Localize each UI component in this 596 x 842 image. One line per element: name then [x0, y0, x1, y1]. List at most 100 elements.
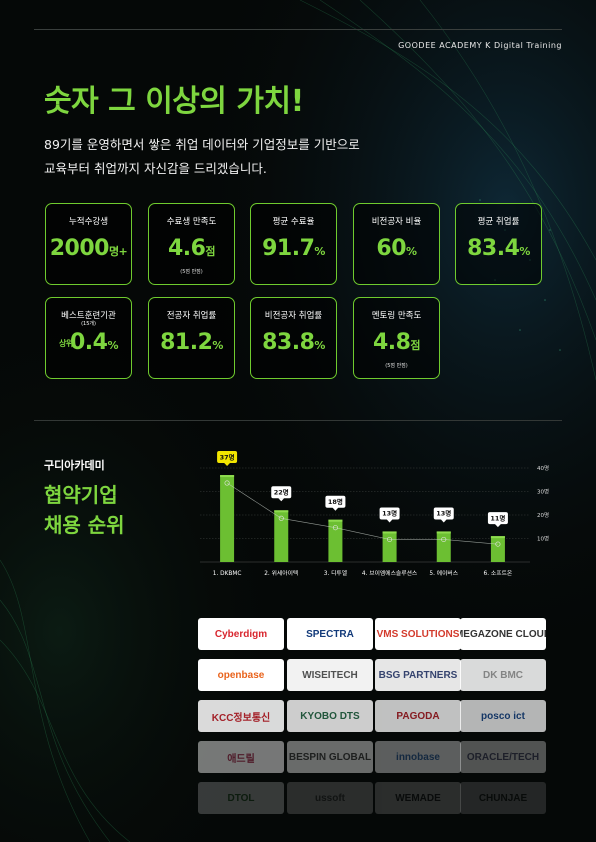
trend-point: [441, 536, 447, 542]
value-badge: [379, 507, 400, 520]
trend-point: [332, 525, 338, 531]
stat-value: 81.2%: [160, 330, 223, 355]
partner-logo: BSG PARTNERS: [375, 659, 461, 691]
value-badge: [271, 486, 292, 499]
stat-label: 평균 수료율: [272, 217, 315, 227]
section-title-line: 협약기업: [44, 483, 118, 507]
stat-value: 91.7%: [262, 236, 325, 261]
value-badge-pointer: [440, 519, 447, 523]
stat-value: 2000명+: [49, 236, 128, 261]
stat-label: 베스트훈련기관: [61, 311, 116, 321]
stat-label: 누적수강생: [68, 217, 109, 227]
y-tick-label: 10명: [537, 536, 549, 543]
value-badge-pointer: [332, 507, 339, 511]
stat-value: 60%: [376, 236, 417, 261]
value-label: 22명: [274, 488, 289, 497]
value-badge-pointer: [224, 462, 231, 467]
bar: [382, 531, 397, 562]
value-badge-pointer: [278, 498, 285, 502]
trend-point: [278, 515, 284, 521]
bar-cap: [220, 475, 235, 478]
stat-card-non-major-ratio: 비전공자 비율 60%: [353, 203, 440, 285]
x-tick-label: 2. 위세아이텍: [264, 569, 298, 577]
stat-label: 전공자 취업률: [166, 311, 217, 321]
stat-note: (5점 만점): [180, 269, 203, 275]
bar-cap: [436, 531, 451, 534]
x-tick-label: 4. 브이엠에스솔루션스: [362, 569, 418, 577]
partner-logo: openbase: [198, 659, 284, 691]
value-badge: [487, 512, 508, 525]
bar: [274, 510, 289, 562]
bar-cap: [490, 536, 505, 539]
partner-logo: KYOBO DTS: [287, 700, 373, 732]
bar-cap: [274, 510, 289, 513]
stat-card-total-students: 누적수강생 2000명+: [45, 203, 132, 285]
stat-card-best-institution: 베스트훈련기관 (15개) 상위0.4%: [45, 297, 132, 379]
stat-label-sub: (15개): [81, 321, 96, 327]
stat-card-non-major-employment: 비전공자 취업률 83.8%: [250, 297, 337, 379]
headline: 숫자 그 이상의 가치!: [44, 84, 304, 119]
stat-card-mentoring-satisfaction: 멘토링 만족도 4.8점 (5점 만점): [353, 297, 440, 379]
y-tick-label: 40명: [537, 465, 549, 472]
partner-logo: PAGODA: [375, 700, 461, 732]
x-tick-label: 3. 디투엘: [324, 569, 347, 577]
bar: [220, 475, 235, 562]
partner-logo: innobase: [375, 741, 461, 773]
partner-logo: DTOL: [198, 782, 284, 814]
description-line: 교육부터 취업까지 자신감을 드리겠습니다.: [44, 161, 267, 176]
section-divider: [34, 420, 562, 421]
x-tick-label: 5. 에이버스: [429, 569, 458, 577]
stat-note: (5점 만점): [385, 363, 408, 369]
value-label: 11명: [490, 513, 505, 522]
partner-logo: CHUNJAE: [460, 782, 546, 814]
x-tick-label: 6. 소프트온: [484, 570, 513, 577]
partner-logo: posco ict: [460, 700, 546, 732]
value-badge-pointer: [386, 519, 393, 523]
section-kicker: 구디아카데미: [44, 459, 105, 472]
stat-value: 83.4%: [467, 236, 530, 261]
stat-label: 멘토링 만족도: [371, 311, 422, 321]
value-label: 13명: [436, 509, 451, 518]
partner-logo: MEGAZONE CLOUD: [460, 618, 546, 650]
stat-label: 수료생 만족도: [166, 217, 217, 227]
stat-value: 4.8점: [372, 330, 421, 355]
value-label: 37명: [220, 452, 235, 461]
brand-label: GOODEE ACADEMY K Digital Training: [398, 41, 562, 50]
stat-value: 4.6점: [167, 236, 216, 261]
value-label: 13명: [382, 509, 397, 518]
stat-label: 평균 취업률: [477, 217, 520, 227]
partner-logo: WISEITECH: [287, 659, 373, 691]
partner-logo: ORACLE/TECH: [460, 741, 546, 773]
trend-line: [226, 482, 498, 545]
bar-cap: [328, 519, 343, 522]
partner-logo: ussoft: [287, 782, 373, 814]
bar-cap: [382, 531, 397, 534]
partner-logo: KCC정보통신: [198, 700, 284, 732]
bar: [490, 536, 505, 562]
stat-label: 비전공자 비율: [371, 217, 422, 227]
partner-logo: SPECTRA: [287, 618, 373, 650]
description: 89기를 운영하면서 쌓은 취업 데이터와 기업정보를 기반으로 교육부터 취업…: [44, 133, 464, 181]
partner-logo: BESPIN GLOBAL: [287, 741, 373, 773]
stat-card-employment-rate: 평균 취업률 83.4%: [455, 203, 542, 285]
trend-point: [387, 536, 393, 542]
y-tick-label: 30명: [537, 489, 549, 496]
stat-card-graduate-satisfaction: 수료생 만족도 4.6점 (5점 만점): [148, 203, 235, 285]
stat-label: 비전공자 취업률: [264, 311, 323, 321]
value-badge-pointer: [494, 523, 501, 528]
partner-logo: WEMADE: [375, 782, 461, 814]
bar: [436, 531, 451, 562]
trend-point: [495, 541, 501, 547]
y-tick-label: 20명: [537, 512, 549, 519]
value-badge: [433, 507, 454, 520]
top-rule: [34, 29, 562, 30]
stat-card-major-employment: 전공자 취업률 81.2%: [148, 297, 235, 379]
partner-logo: DK BMC: [460, 659, 546, 691]
trend-point: [224, 480, 230, 486]
partner-logo: Cyberdigm: [198, 618, 284, 650]
stat-card-completion-rate: 평균 수료율 91.7%: [250, 203, 337, 285]
description-line: 89기를 운영하면서 쌓은 취업 데이터와 기업정보를 기반으로: [44, 137, 360, 152]
section-title-line: 채용 순위: [44, 513, 125, 537]
